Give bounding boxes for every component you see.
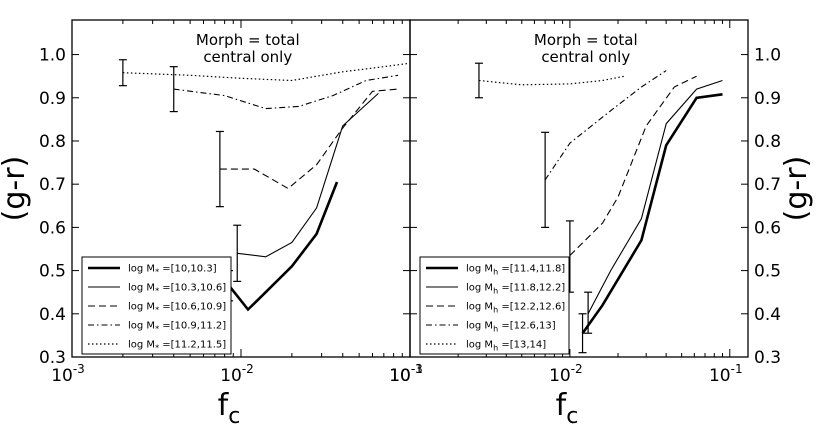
legend-label: log Mh =[12.6,13] (466, 321, 556, 334)
panel-annotation: Morph = total (534, 31, 638, 49)
legend-label: log M* =[10,10.3] (128, 264, 217, 277)
legend-label: log Mh =[12.2,12.6] (466, 302, 565, 315)
y-tick-label: 0.4 (39, 305, 66, 325)
panel-right: 0.3 0.4 0.5 0.6 0.7 0.8 0.9 1.0 10-3 10-2 10-1 Morp… (389, 19, 814, 429)
series-line-solid (237, 92, 379, 258)
y-tick-label: 0.4 (754, 305, 781, 325)
y-tick-label: 0.3 (754, 348, 781, 368)
y-tick-label: 1.0 (39, 46, 66, 66)
y-tick-label: 0.9 (754, 89, 781, 109)
panel-annotation: Morph = total (196, 31, 300, 49)
series-line-dashdot (173, 74, 399, 110)
series-line-solid (587, 79, 723, 315)
legend-label: log M* =[11.2,11.5] (128, 340, 226, 353)
series-line-dotted (478, 75, 625, 86)
series-line-dashed (569, 75, 697, 256)
x-tick-label: 10-1 (389, 362, 423, 386)
x-tick-label: 10-2 (220, 362, 254, 386)
y-tick-label: 1.0 (754, 46, 781, 66)
series-line-dashdot (544, 70, 667, 181)
y-tick-label: 0.8 (39, 132, 66, 152)
y-axis-label: (g-r) (779, 156, 814, 222)
legend-label: log Mh =[13,14] (466, 340, 546, 353)
y-tick-label: 0.6 (754, 218, 781, 238)
x-axis-label: fc (218, 388, 241, 429)
y-axis-label: (g-r) (0, 156, 32, 222)
legend-box (419, 256, 570, 355)
legend-label: log M* =[10.9,11.2] (128, 321, 226, 334)
panel-annotation: central only (203, 48, 292, 66)
legend-label: log M* =[10.3,10.6] (128, 283, 226, 296)
panel-left: 0.3 0.4 0.5 0.6 0.7 0.8 0.9 1.0 10-3 10-2 10-1 Morp… (0, 19, 423, 429)
axes-frame (409, 19, 749, 358)
legend-box (81, 256, 232, 355)
legend-label: log Mh =[11.8,12.2] (466, 283, 565, 296)
series-line-dashed (219, 88, 399, 190)
y-tick-label: 0.9 (39, 89, 66, 109)
x-tick-label: 10-1 (709, 362, 743, 386)
y-tick-label: 0.7 (754, 175, 781, 195)
y-tick-label: 0.5 (754, 262, 781, 282)
panel-annotation: central only (541, 48, 630, 66)
y-tick-label: 0.7 (39, 175, 66, 195)
x-tick-label: 10-2 (549, 362, 583, 386)
series-line-thick (228, 181, 339, 312)
y-tick-label: 0.8 (754, 132, 781, 152)
y-tick-label: 0.3 (39, 348, 66, 368)
x-axis-label: fc (556, 388, 579, 429)
y-tick-label: 0.5 (39, 262, 66, 282)
series-line-thick (581, 93, 723, 334)
legend-label: log Mh =[11.4,11.8] (466, 264, 565, 277)
series-line-dotted (122, 62, 411, 82)
legend-label: log M* =[10.6,10.9] (128, 302, 226, 315)
x-tick-label: 10-3 (51, 362, 85, 386)
y-tick-label: 0.6 (39, 218, 66, 238)
x-tick-label: 10-3 (389, 362, 423, 386)
